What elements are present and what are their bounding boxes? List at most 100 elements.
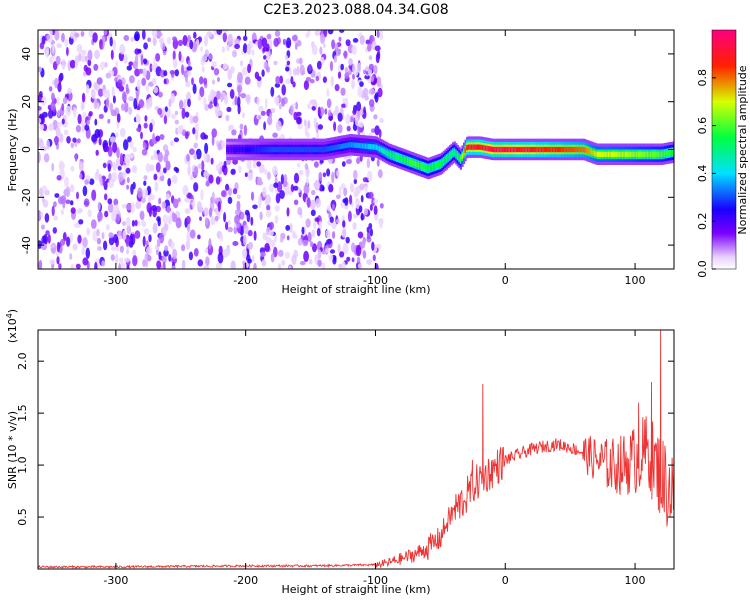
noise-cell <box>366 170 373 182</box>
noise-cell <box>288 66 292 77</box>
noise-cell <box>84 55 89 63</box>
ridge-cell <box>615 151 618 157</box>
ridge-cell <box>618 151 621 157</box>
ridge-cell <box>227 146 230 153</box>
noise-cell <box>234 214 240 224</box>
noise-cell <box>231 129 237 136</box>
noise-cell <box>353 178 357 185</box>
ridge-cell <box>609 151 612 157</box>
noise-cell <box>197 234 201 240</box>
noise-cell <box>93 82 98 90</box>
noise-cell <box>103 30 108 36</box>
noise-cell <box>241 112 246 119</box>
noise-cell <box>319 159 324 164</box>
noise-cell <box>234 209 239 215</box>
ridge-cell <box>461 153 464 159</box>
noise-cell <box>328 115 333 121</box>
noise-cell <box>272 132 278 138</box>
noise-cell <box>328 183 334 193</box>
noise-cell <box>125 167 131 174</box>
ridge-cell <box>355 142 358 148</box>
ridge-cell <box>416 161 419 168</box>
noise-cell <box>181 107 186 120</box>
noise-cell <box>314 30 321 36</box>
noise-cell <box>336 170 340 177</box>
ridge-cell <box>262 146 265 153</box>
noise-cell <box>122 230 127 241</box>
noise-cell <box>38 106 42 111</box>
noise-cell <box>257 180 264 186</box>
noise-cell <box>359 183 365 191</box>
noise-cell <box>171 265 176 269</box>
noise-cell <box>317 124 323 130</box>
noise-cell <box>358 122 364 128</box>
noise-cell <box>123 102 129 113</box>
noise-cell <box>44 46 50 56</box>
ridge-cell <box>539 146 542 153</box>
noise-cell <box>85 84 90 94</box>
noise-cell <box>130 233 133 245</box>
noise-cell <box>61 118 65 125</box>
noise-cell <box>362 177 368 183</box>
ridge-cell <box>459 156 462 162</box>
noise-cell <box>354 186 360 197</box>
noise-cell <box>39 139 44 149</box>
noise-cell <box>53 201 57 208</box>
noise-cell <box>143 228 150 236</box>
noise-cell <box>204 142 209 154</box>
ridge-cell <box>338 144 341 150</box>
noise-cell <box>158 170 164 177</box>
spectrogram-x-tick-label: -300 <box>103 274 128 287</box>
noise-cell <box>210 216 216 226</box>
noise-cell <box>222 63 228 70</box>
noise-cell <box>175 217 182 229</box>
noise-cell <box>110 49 114 60</box>
noise-cell <box>135 200 141 210</box>
noise-cell <box>290 76 294 85</box>
ridge-cell <box>472 144 475 150</box>
spectrogram-y-ticks: -40 -20 0 20 40 <box>20 47 674 254</box>
noise-cell <box>315 75 320 82</box>
noise-cell <box>84 179 90 185</box>
noise-cell <box>329 60 334 72</box>
ridge-cell <box>567 146 570 153</box>
ridge-cell <box>374 144 377 150</box>
noise-cell <box>141 30 146 40</box>
noise-cell <box>189 174 194 181</box>
noise-cell <box>225 183 230 191</box>
noise-cell <box>61 32 65 43</box>
ridge-cell <box>441 160 444 166</box>
noise-cell <box>226 44 230 52</box>
noise-cell <box>144 115 148 122</box>
noise-cell <box>120 262 125 269</box>
noise-cell <box>142 68 147 77</box>
noise-cell <box>245 94 251 103</box>
spectrogram-y-tick-label: 20 <box>20 95 33 109</box>
noise-cell <box>292 68 298 76</box>
noise-cell <box>50 101 56 111</box>
noise-cell <box>111 171 117 183</box>
noise-cell <box>366 158 370 169</box>
ridge-cell <box>291 146 294 153</box>
noise-cell <box>168 254 172 262</box>
spectrogram-y-tick-label: 0 <box>20 146 33 153</box>
noise-cell <box>227 33 233 46</box>
noise-cell <box>269 221 274 230</box>
noise-cell <box>132 146 137 153</box>
ridge-cell <box>258 146 262 153</box>
noise-cell <box>38 66 42 73</box>
noise-cell <box>311 229 316 238</box>
noise-cell <box>135 91 139 101</box>
noise-cell <box>301 226 305 235</box>
noise-cell <box>281 84 287 96</box>
noise-cell <box>256 76 262 82</box>
ridge-cell <box>606 151 609 157</box>
noise-cell <box>204 103 209 111</box>
noise-cell <box>322 42 326 49</box>
noise-cell <box>107 118 111 124</box>
noise-cell <box>69 184 75 193</box>
noise-cell <box>156 32 163 37</box>
noise-cell <box>81 49 87 56</box>
noise-cell <box>250 216 254 226</box>
noise-cell <box>172 248 178 260</box>
